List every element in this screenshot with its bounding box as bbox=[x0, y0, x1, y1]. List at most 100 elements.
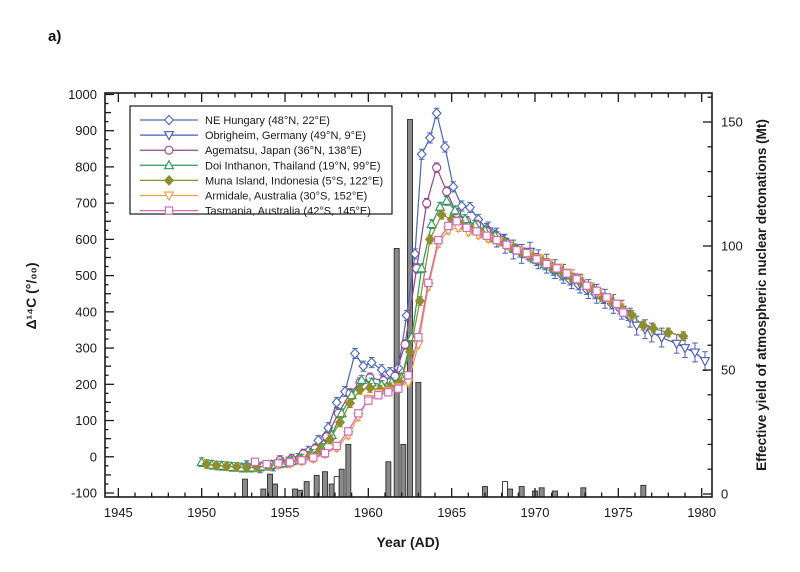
x-tick-label: 1950 bbox=[187, 505, 216, 520]
marker-diamond bbox=[648, 323, 659, 334]
x-tick-label: 1960 bbox=[354, 505, 383, 520]
y-left-tick-label: 1000 bbox=[68, 87, 97, 102]
y-left-tick-label: 300 bbox=[75, 341, 97, 356]
marker-square bbox=[482, 231, 491, 240]
marker-diamond bbox=[163, 114, 175, 126]
marker-circle bbox=[422, 198, 432, 208]
marker-triangle-down bbox=[699, 357, 711, 367]
marker-triangle-up bbox=[449, 204, 461, 215]
y-left-tick-label: -100 bbox=[71, 486, 97, 501]
y-left-tick-label: 0 bbox=[90, 449, 97, 464]
y-left-axis-title: Δ¹⁴C (°/₀₀) bbox=[23, 262, 39, 329]
detonation-bar bbox=[322, 471, 328, 498]
marker-diamond bbox=[424, 233, 436, 245]
marker-diamond bbox=[211, 460, 222, 471]
marker-circle bbox=[442, 186, 452, 197]
marker-diamond bbox=[448, 181, 459, 193]
marker-square bbox=[354, 409, 363, 418]
legend-label: Agematsu, Japan (36°N, 138°E) bbox=[205, 145, 362, 157]
marker-diamond bbox=[201, 458, 212, 470]
marker-square bbox=[320, 448, 330, 458]
detonation-bar bbox=[292, 488, 298, 498]
marker-square bbox=[424, 278, 433, 288]
x-tick-label: 1970 bbox=[521, 505, 550, 520]
legend-label: Obrigheim, Germany (49°N, 9°E) bbox=[205, 130, 366, 142]
detonation-bar bbox=[518, 486, 525, 498]
marker-square bbox=[562, 269, 571, 278]
legend-item-muna-island: Muna Island, Indonesia (5°S, 122°E) bbox=[140, 174, 383, 187]
detonation-bar bbox=[338, 468, 345, 498]
marker-diamond bbox=[221, 460, 232, 472]
marker-circle bbox=[400, 339, 410, 350]
marker-diamond bbox=[344, 397, 356, 409]
marker-square bbox=[512, 246, 521, 255]
detonation-bar bbox=[272, 483, 278, 498]
marker-triangle-down bbox=[689, 348, 701, 359]
marker-square bbox=[414, 333, 423, 342]
marker-square bbox=[404, 371, 413, 380]
detonation-bar bbox=[303, 481, 310, 498]
marker-diamond bbox=[314, 444, 326, 455]
marker-diamond bbox=[358, 360, 369, 372]
marker-square bbox=[502, 240, 511, 249]
legend-label: Muna Island, Indonesia (5°S, 122°E) bbox=[205, 175, 383, 187]
marker-square bbox=[462, 223, 471, 232]
marker-square bbox=[542, 259, 551, 269]
legend-item-ne-hungary: NE Hungary (48°N, 22°E) bbox=[140, 114, 330, 127]
detonation-bar bbox=[400, 443, 407, 498]
y-left-tick-label: 600 bbox=[75, 232, 97, 247]
marker-square bbox=[384, 388, 393, 397]
y-right-tick-label: 150 bbox=[721, 115, 743, 130]
legend: NE Hungary (48°N, 22°E) Obrigheim, German… bbox=[129, 105, 393, 218]
marker-square bbox=[394, 384, 403, 393]
y-left-tick-label: 400 bbox=[75, 304, 97, 319]
marker-diamond bbox=[436, 209, 447, 221]
legend-label: NE Hungary (48°N, 22°E) bbox=[205, 115, 330, 127]
marker-square bbox=[285, 458, 295, 467]
detonation-bar bbox=[260, 488, 267, 498]
marker-diamond bbox=[464, 202, 476, 213]
y-left-tick-label: 700 bbox=[75, 196, 97, 211]
marker-square bbox=[619, 308, 628, 317]
axes: 1945 1950 1955 1960 1965 1970 1975 1980 -100 0 100… bbox=[23, 87, 769, 550]
marker-triangle-up bbox=[426, 218, 438, 229]
detonation-bar bbox=[415, 381, 422, 498]
y-right-tick-label: 100 bbox=[721, 239, 743, 254]
marker-square bbox=[602, 293, 611, 302]
marker-square bbox=[250, 457, 260, 467]
detonation-bar bbox=[328, 483, 335, 498]
marker-diamond bbox=[334, 416, 346, 428]
y-right-tick-label: 0 bbox=[721, 487, 728, 502]
marker-square bbox=[444, 221, 453, 231]
y-right-tick-label: 50 bbox=[721, 363, 735, 378]
detonation-bar bbox=[345, 443, 352, 498]
marker-square bbox=[572, 275, 581, 284]
y-right-axis-title: Effective yield of atmospheric nuclear d… bbox=[754, 119, 769, 471]
marker-triangle-down bbox=[656, 333, 668, 344]
legend-item-obrigheim: Obrigheim, Germany (49°N, 9°E) bbox=[140, 130, 366, 142]
marker-triangle-up bbox=[356, 374, 368, 384]
y-left-tick-label: 900 bbox=[75, 123, 97, 138]
detonation-bar bbox=[552, 490, 558, 498]
marker-diamond bbox=[231, 461, 242, 473]
detonation-bar bbox=[538, 487, 545, 498]
detonation-bar bbox=[242, 478, 248, 498]
marker-square bbox=[492, 235, 501, 245]
x-tick-label: 1975 bbox=[604, 505, 633, 520]
marker-triangle-down bbox=[679, 344, 691, 354]
y-left-tick-label: 100 bbox=[75, 413, 97, 428]
marker-square bbox=[472, 227, 481, 236]
marker-square bbox=[532, 255, 541, 264]
marker-triangle-down bbox=[163, 131, 175, 141]
marker-square bbox=[522, 248, 531, 258]
legend-label: Tasmania, Australia (42°S, 145°E) bbox=[205, 206, 371, 218]
detonation-bar bbox=[640, 484, 647, 498]
x-tick-label: 1980 bbox=[687, 505, 716, 520]
marker-diamond bbox=[626, 309, 637, 321]
legend-label: Armidale, Australia (30°S, 152°E) bbox=[205, 191, 367, 203]
legend-item-tasmania: Tasmania, Australia (42°S, 145°E) bbox=[140, 206, 371, 218]
marker-diamond bbox=[416, 148, 427, 160]
